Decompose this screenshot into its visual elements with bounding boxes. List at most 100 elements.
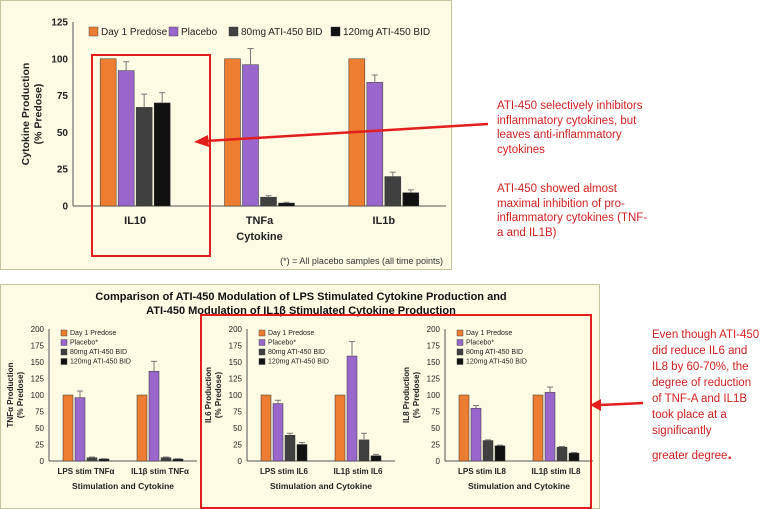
y-tick-label: 200 xyxy=(229,325,243,334)
y-tick-label: 100 xyxy=(51,54,68,65)
bar xyxy=(544,392,556,462)
bar xyxy=(334,394,346,462)
x-axis-label: Stimulation and Cytokine xyxy=(270,481,372,491)
bar xyxy=(242,64,259,207)
legend-swatch xyxy=(258,348,266,356)
legend-label: Day 1 Predose xyxy=(268,330,314,337)
legend-swatch xyxy=(456,329,464,337)
y-tick-label: 125 xyxy=(427,374,441,383)
bar xyxy=(62,394,74,462)
y-tick-label: 125 xyxy=(31,374,45,383)
bar xyxy=(260,196,277,207)
bar xyxy=(86,457,98,462)
legend-label: 80mg ATI-450 BID xyxy=(241,27,323,38)
category-label: IL1b xyxy=(373,215,396,227)
bottom-chart-panel: Comparison of ATI-450 Modulation of LPS … xyxy=(0,284,600,509)
y-tick-label: 75 xyxy=(57,91,69,102)
legend-label: Day 1 Predose xyxy=(70,330,116,337)
bar xyxy=(458,394,470,462)
y-axis-label-line2: (% Predose) xyxy=(16,372,25,419)
category-label: LPS stim IL8 xyxy=(458,467,507,476)
legend-swatch xyxy=(60,348,68,356)
y-tick-label: 25 xyxy=(233,440,242,449)
bar xyxy=(117,70,135,207)
y-tick-label: 175 xyxy=(427,341,441,350)
bottom-title-line2: ATI-450 Modulation of IL1β Stimulated Cy… xyxy=(146,305,456,317)
bar xyxy=(402,192,420,207)
il8-chart: 0 25 50 75 100 125 150 175 200 LPS stim IL8 IL1β s… xyxy=(402,325,593,491)
x-axis-label: Stimulation and Cytokine xyxy=(72,481,174,491)
legend-label: Placebo* xyxy=(466,340,494,347)
y-axis-label: Cytokine Production (% Predose) xyxy=(20,63,45,166)
bar xyxy=(74,397,86,462)
category-label: IL1β stim TNFα xyxy=(131,467,189,476)
bar xyxy=(470,407,482,462)
y-tick-label: 0 xyxy=(62,202,68,213)
bar xyxy=(296,444,308,462)
bar xyxy=(532,394,544,462)
tnf-chart: 0 25 50 75 100 125 150 175 200 LPS stim TNFα IL1β … xyxy=(6,325,197,491)
y-tick-label: 50 xyxy=(431,424,440,433)
y-tick-label: 150 xyxy=(427,358,441,367)
legend-swatch xyxy=(330,26,341,37)
bar xyxy=(568,452,580,462)
y-tick-label: 50 xyxy=(57,128,69,139)
x-axis-label: Stimulation and Cytokine xyxy=(468,481,570,491)
legend-label: Placebo xyxy=(181,27,218,38)
y-axis-label-line1: Cytokine Production xyxy=(20,63,32,166)
y-tick-label: 75 xyxy=(35,407,44,416)
y-tick-label: 125 xyxy=(51,18,68,29)
bar xyxy=(358,439,370,462)
annotation-selective: ATI-450 selectively inhibitors inflammat… xyxy=(497,100,643,156)
bar xyxy=(224,58,241,207)
bar xyxy=(99,58,117,207)
y-axis-label: IL8 Production (% Predose) xyxy=(402,367,421,423)
top-footnote: (*) = All placebo samples (all time poin… xyxy=(280,256,443,266)
y-tick-label: 75 xyxy=(233,407,242,416)
legend-swatch xyxy=(456,348,464,356)
bar xyxy=(160,457,172,462)
y-tick-label: 125 xyxy=(229,374,243,383)
legend-swatch xyxy=(88,26,99,37)
category-label: LPS stim TNFα xyxy=(58,467,115,476)
legend-swatch xyxy=(456,339,464,346)
legend-label: 120mg ATI-450 BID xyxy=(70,359,131,366)
bar xyxy=(98,458,110,462)
annotation-maximal: ATI-450 showed almost maximal inhibition… xyxy=(497,183,648,239)
bar xyxy=(272,403,284,462)
category-label: IL1β stim IL8 xyxy=(532,467,581,476)
legend-swatch xyxy=(168,26,179,37)
bar xyxy=(366,82,384,207)
top-chart: 0 25 50 75 100 125 IL10 TNFa IL1b Cytokine Cytokin… xyxy=(20,18,446,243)
legend-label: 80mg ATI-450 BID xyxy=(466,349,523,356)
legend-swatch xyxy=(258,329,266,337)
y-tick-label: 100 xyxy=(31,391,45,400)
legend-swatch xyxy=(258,358,266,365)
x-axis-label: Cytokine xyxy=(236,231,282,243)
bar xyxy=(482,440,494,462)
category-label: LPS stim IL6 xyxy=(260,467,309,476)
bottom-arrow-line xyxy=(599,401,644,407)
y-tick-label: 150 xyxy=(229,358,243,367)
y-tick-label: 50 xyxy=(233,424,242,433)
y-tick-label: 0 xyxy=(238,457,243,466)
bar xyxy=(172,458,184,462)
legend-label: 80mg ATI-450 BID xyxy=(70,349,127,356)
legend-swatch xyxy=(60,329,68,337)
legend-label: 80mg ATI-450 BID xyxy=(268,349,325,356)
bottom-title-line1: Comparison of ATI-450 Modulation of LPS … xyxy=(95,291,507,303)
category-label: TNFa xyxy=(246,215,274,227)
bar xyxy=(136,394,148,462)
legend-label: Day 1 Predose xyxy=(466,330,512,337)
bar xyxy=(153,102,171,207)
y-tick-label: 50 xyxy=(35,424,44,433)
bar xyxy=(348,58,366,207)
y-tick-label: 25 xyxy=(57,165,69,176)
y-axis-label-line1: TNFα Production xyxy=(6,362,15,427)
annotation-reduction: Even though ATI-450 did reduce IL6 and I… xyxy=(652,329,760,463)
y-tick-label: 75 xyxy=(431,407,440,416)
y-tick-label: 25 xyxy=(431,440,440,449)
legend-label: Placebo* xyxy=(268,340,296,347)
bar xyxy=(284,435,296,462)
y-tick-label: 200 xyxy=(427,325,441,334)
